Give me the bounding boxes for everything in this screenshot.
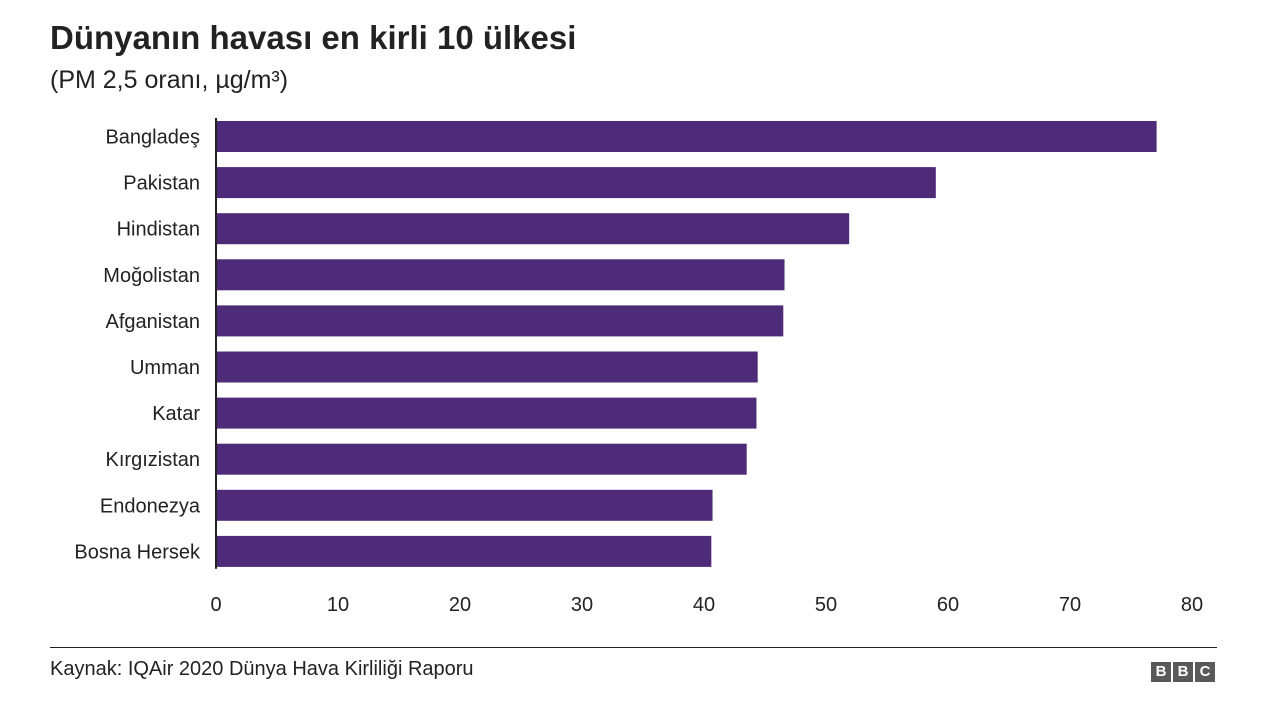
x-tick-label: 50 (815, 594, 837, 616)
bar (216, 259, 785, 291)
bar (216, 397, 757, 429)
category-label: Endonezya (100, 495, 201, 517)
x-tick-label: 60 (937, 594, 959, 616)
category-label: Umman (130, 357, 200, 379)
bar (216, 167, 936, 199)
bbc-logo: B B C (1151, 662, 1215, 682)
logo-letter: B (1173, 662, 1193, 682)
bar (216, 121, 1157, 152)
x-tick-label: 80 (1181, 594, 1203, 616)
category-label: Kırgızistan (106, 449, 200, 471)
source-note: Kaynak: IQAir 2020 Dünya Hava Kirliliği … (50, 658, 474, 680)
x-tick-label: 0 (210, 594, 221, 616)
category-label: Pakistan (123, 173, 200, 195)
bar (216, 443, 747, 475)
bar (216, 351, 758, 383)
category-label: Afganistan (105, 311, 200, 333)
bar (216, 535, 712, 567)
category-label: Bangladeş (105, 127, 200, 149)
x-tick-label: 10 (327, 594, 349, 616)
category-label: Moğolistan (103, 265, 200, 287)
x-tick-label: 20 (449, 594, 471, 616)
bar (216, 489, 713, 521)
bar-chart: Bangladeş Pakistan Hindistan Moğolistan Afga… (74, 118, 1203, 616)
chart-subtitle: (PM 2,5 oranı, µg/m³) (50, 66, 289, 94)
category-label: Bosna Hersek (74, 541, 201, 563)
x-tick-label: 40 (693, 594, 715, 616)
footer-divider (50, 647, 1217, 648)
x-tick-label: 30 (571, 594, 593, 616)
bar (216, 213, 850, 245)
x-tick-label: 70 (1059, 594, 1081, 616)
category-label: Katar (152, 403, 200, 425)
logo-letter: B (1151, 662, 1171, 682)
logo-letter: C (1195, 662, 1215, 682)
bar (216, 305, 784, 337)
category-label: Hindistan (117, 219, 200, 241)
chart-title: Dünyanın havası en kirli 10 ülkesi (50, 19, 577, 56)
